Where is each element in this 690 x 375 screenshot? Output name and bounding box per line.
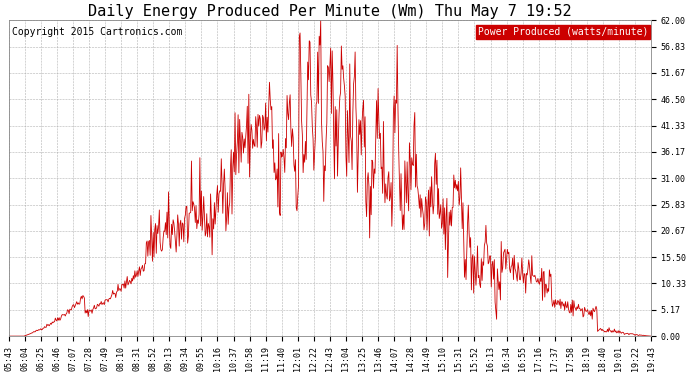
Text: Power Produced (watts/minute): Power Produced (watts/minute) [477, 27, 648, 37]
Title: Daily Energy Produced Per Minute (Wm) Thu May 7 19:52: Daily Energy Produced Per Minute (Wm) Th… [88, 4, 572, 19]
Text: Copyright 2015 Cartronics.com: Copyright 2015 Cartronics.com [12, 27, 182, 37]
